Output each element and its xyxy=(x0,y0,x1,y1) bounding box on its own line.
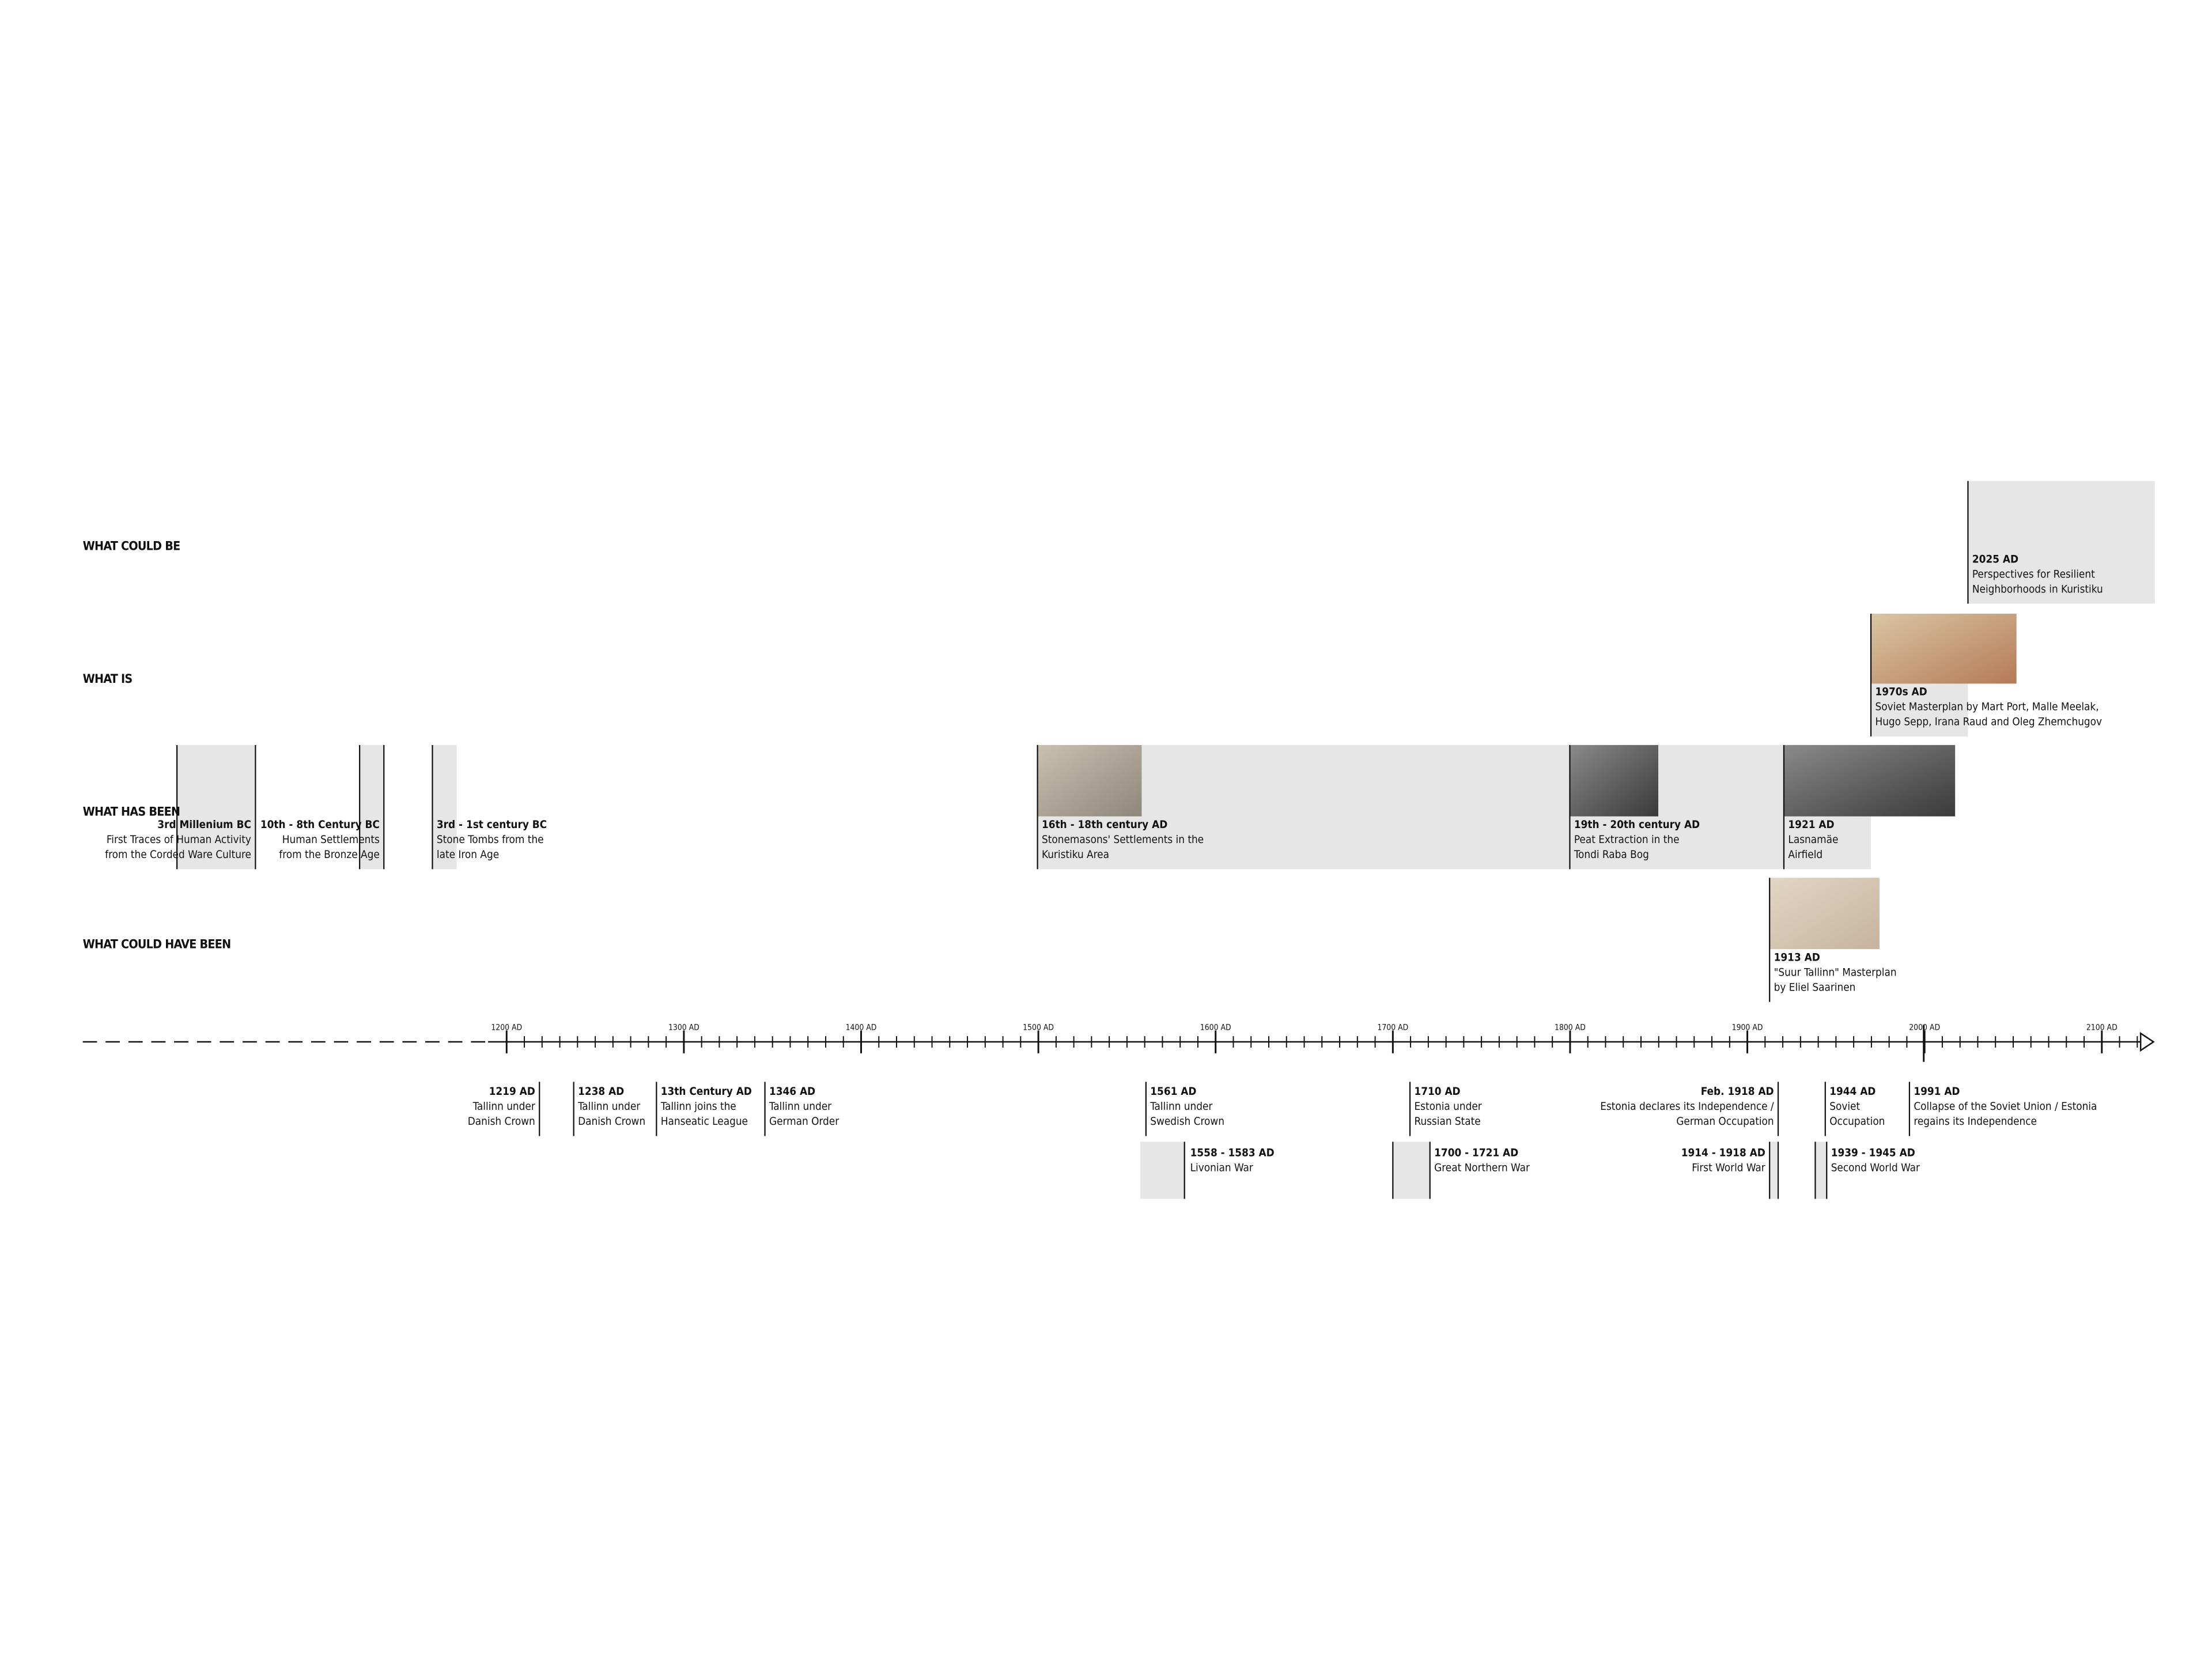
period-box xyxy=(1815,1142,1827,1199)
event-date: 2025 AD xyxy=(1972,553,2018,565)
axis-label: 1200 AD xyxy=(491,1023,522,1032)
axis-label: 1800 AD xyxy=(1555,1023,1586,1032)
event-text: Tallinn under xyxy=(1150,1101,1212,1113)
axis-arrow xyxy=(2139,1031,2155,1052)
event-date: 1558 - 1583 AD xyxy=(1190,1147,1275,1159)
event-image xyxy=(1570,745,1659,817)
event-text: Second World War xyxy=(1831,1162,1920,1174)
event-text: from the Corded Ware Culture xyxy=(105,849,251,861)
axis-label: 1400 AD xyxy=(846,1023,877,1032)
axis-label: 1900 AD xyxy=(1732,1023,1763,1032)
event-text: "Suur Tallinn" Masterplan xyxy=(1774,966,1897,978)
event-date: 1944 AD xyxy=(1829,1086,1876,1098)
event-text: German Order xyxy=(769,1116,839,1128)
axis-label: 1500 AD xyxy=(1023,1023,1054,1032)
event-text: Russian State xyxy=(1414,1116,1480,1128)
event-text: by Eliel Saarinen xyxy=(1774,981,1856,993)
event-date: 3rd - 1st century BC xyxy=(437,819,547,831)
axis-label: 1600 AD xyxy=(1200,1023,1231,1032)
backgrounds xyxy=(177,481,2155,1199)
row-label: WHAT HAS BEEN xyxy=(83,804,180,819)
time-axis xyxy=(82,1025,2155,1062)
event-text: Tallinn joins the xyxy=(660,1101,736,1113)
period-box xyxy=(432,745,457,870)
event-date: 1970s AD xyxy=(1875,686,1927,698)
event-text: Livonian War xyxy=(1190,1162,1253,1174)
event-text: Soviet Masterplan by Mart Port, Malle Me… xyxy=(1875,701,2098,713)
event-date: 16th - 18th century AD xyxy=(1042,819,1167,831)
event-date: 1914 - 1918 AD xyxy=(1681,1147,1765,1159)
event-text: First World War xyxy=(1692,1162,1765,1174)
event-text: Tallinn under xyxy=(472,1101,535,1113)
event-text: Tondi Raba Bog xyxy=(1574,849,1649,861)
event-date: 1561 AD xyxy=(1150,1086,1196,1098)
event-image xyxy=(1871,614,2017,684)
event-text: German Occupation xyxy=(1676,1116,1774,1128)
event-date: 3rd Millenium BC xyxy=(157,819,251,831)
event-image xyxy=(1783,745,1956,817)
event-date: 10th - 8th Century BC xyxy=(260,819,380,831)
event-date: 1921 AD xyxy=(1788,819,1834,831)
axis-label: 2100 AD xyxy=(2086,1023,2118,1032)
event-date: 1700 - 1721 AD xyxy=(1434,1147,1518,1159)
labels: WHAT COULD BE WHAT IS WHAT HAS BEEN WHAT CO… xyxy=(83,481,2118,1199)
event-text: Airfield xyxy=(1788,849,1822,861)
event-text: Perspectives for Resilient xyxy=(1972,568,2095,580)
period-box xyxy=(1140,1142,1185,1199)
period-box xyxy=(1968,481,2155,604)
event-date: 1939 - 1945 AD xyxy=(1831,1147,1915,1159)
event-date: 1991 AD xyxy=(1914,1086,1960,1098)
event-text: from the Bronze Age xyxy=(279,849,380,861)
event-text: Soviet xyxy=(1829,1101,1860,1113)
event-text: Tallinn under xyxy=(577,1101,640,1113)
event-text: Swedish Crown xyxy=(1150,1116,1224,1128)
event-date: 1346 AD xyxy=(769,1086,815,1098)
event-text: Human Settlements xyxy=(282,834,380,846)
event-text: Peat Extraction in the xyxy=(1574,834,1680,846)
axis-label: 1300 AD xyxy=(668,1023,699,1032)
event-text: Stonemasons' Settlements in the xyxy=(1042,834,1204,846)
event-text: Stone Tombs from the xyxy=(437,834,544,846)
event-date: 1913 AD xyxy=(1774,951,1820,963)
event-text: Estonia under xyxy=(1414,1101,1481,1113)
row-label: WHAT COULD BE xyxy=(83,539,180,554)
event-date: 1710 AD xyxy=(1414,1086,1460,1098)
event-text: First Traces of Human Activity xyxy=(107,834,251,846)
event-text: Estonia declares its Independence / xyxy=(1600,1101,1774,1113)
event-text: late Iron Age xyxy=(437,849,499,861)
event-date: 19th - 20th century AD xyxy=(1574,819,1700,831)
event-text: Neighborhoods in Kuristiku xyxy=(1972,583,2103,595)
event-date: Feb. 1918 AD xyxy=(1701,1086,1774,1098)
row-label: WHAT IS xyxy=(83,672,133,686)
event-text: Great Northern War xyxy=(1434,1162,1530,1174)
period-box xyxy=(360,745,384,870)
event-image xyxy=(1769,878,1880,950)
event-text: Collapse of the Soviet Union / Estonia xyxy=(1914,1101,2097,1113)
axis-label: 1700 AD xyxy=(1377,1023,1408,1032)
event-text: Occupation xyxy=(1829,1116,1885,1128)
event-date: 1238 AD xyxy=(578,1086,624,1098)
event-image xyxy=(1037,745,1142,817)
event-text: Hugo Sepp, Irana Raud and Oleg Zhemchugo… xyxy=(1875,716,2102,728)
period-box xyxy=(1769,1142,1779,1199)
event-date: 1219 AD xyxy=(489,1086,535,1098)
event-text: Lasnamäe xyxy=(1788,834,1838,846)
event-text: Tallinn under xyxy=(769,1101,831,1113)
event-text: Kuristiku Area xyxy=(1042,849,1109,861)
period-box xyxy=(1393,1142,1430,1199)
row-label: WHAT COULD HAVE BEEN xyxy=(83,938,231,952)
period-box xyxy=(177,745,256,870)
event-text: Hanseatic League xyxy=(661,1116,748,1128)
event-text: Danish Crown xyxy=(468,1116,535,1128)
event-text: Danish Crown xyxy=(578,1116,645,1128)
event-text: regains its Independence xyxy=(1914,1116,2037,1128)
axis-label: 2000 AD xyxy=(1909,1023,1940,1032)
event-date: 13th Century AD xyxy=(661,1086,752,1098)
